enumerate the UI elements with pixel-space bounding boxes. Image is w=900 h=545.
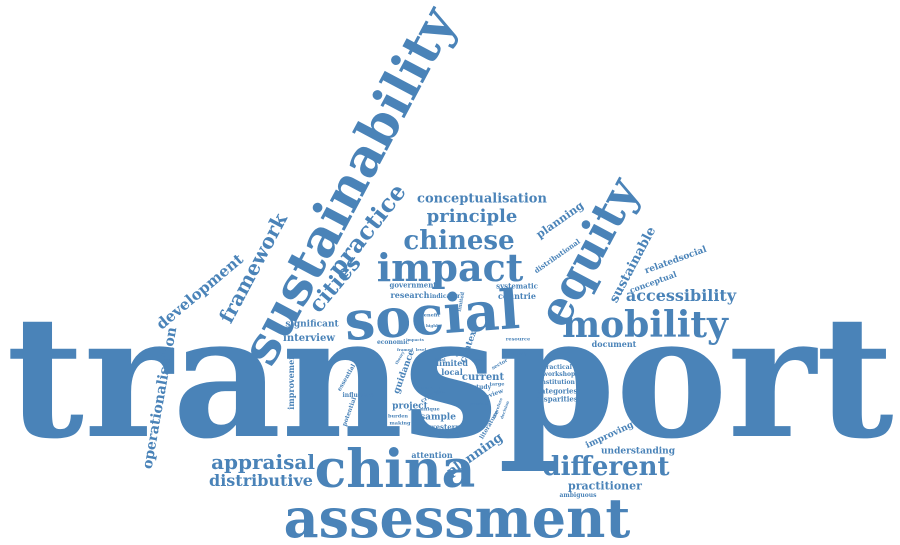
word-clear: clear <box>474 357 486 362</box>
word-study: study <box>472 384 492 391</box>
word-ideal: ideal <box>434 357 446 362</box>
word-categories: categories <box>536 386 578 396</box>
word-limited-1: limited <box>436 358 468 368</box>
word-countrie: countrie <box>498 291 536 301</box>
word-recent: recent <box>418 385 434 390</box>
word-sample: sample <box>420 412 456 423</box>
word-highly: highly <box>426 323 440 328</box>
word-impacts: impacts <box>406 337 424 342</box>
word-ambiguous: ambiguous <box>559 492 597 499</box>
word-china: china <box>314 439 476 500</box>
word-relatedsocial: relatedsocial <box>643 244 709 277</box>
word-burden: burden <box>387 413 409 420</box>
word-impact: impact <box>376 245 524 290</box>
word-level: level <box>415 347 427 352</box>
word-benefit: benefit <box>420 312 440 319</box>
word-chinese: chinese <box>403 226 515 256</box>
word-making: making <box>389 420 411 427</box>
word-principle: principle <box>426 206 518 227</box>
word-understanding: understanding <box>601 446 675 457</box>
word-practical: practical <box>542 364 572 371</box>
word-institution: institution <box>539 379 575 386</box>
word-transport: transport <box>6 278 894 476</box>
word-group: group <box>440 350 460 357</box>
word-resource: resource <box>505 336 531 343</box>
word-accessibility: accessibility <box>625 286 737 305</box>
word-attention: attention <box>411 450 453 460</box>
word-provision: provision <box>469 401 491 406</box>
word-current: current <box>461 372 505 383</box>
word-analysis: analysis <box>438 430 462 437</box>
word-document: document <box>591 339 637 349</box>
word-local: local <box>441 367 463 377</box>
word-influence: influence <box>342 392 374 399</box>
word-conceptualisation: conceptualisation <box>417 191 547 207</box>
word-indicator: indicator <box>429 293 461 300</box>
word-unique: unique <box>420 406 440 413</box>
word-economic: economic <box>376 339 410 346</box>
word-research: research <box>390 290 430 300</box>
word-project: project <box>392 401 428 412</box>
word-distributive: distributive <box>209 471 313 490</box>
word-equal: equal <box>433 389 447 394</box>
word-mobility: mobility <box>562 304 728 346</box>
word-improvement: improvement <box>286 350 296 410</box>
word-finally: finally <box>513 351 527 356</box>
word-assessment: assessment <box>283 486 631 545</box>
word-disparities: disparities <box>536 394 578 404</box>
word-appraisal: appraisal <box>211 450 315 474</box>
word-government: government <box>389 280 437 290</box>
word-interview: interview <box>283 333 335 344</box>
word-workshop: workshop <box>542 371 576 378</box>
word-significant: significant <box>285 319 339 330</box>
word-practitioner: practitioner <box>568 479 642 493</box>
word-systematic: systematic <box>496 281 538 291</box>
word-framed: framed <box>397 347 413 352</box>
word-targe: targe <box>489 381 505 388</box>
word-different: different <box>542 452 670 482</box>
word-western: western <box>429 422 461 432</box>
